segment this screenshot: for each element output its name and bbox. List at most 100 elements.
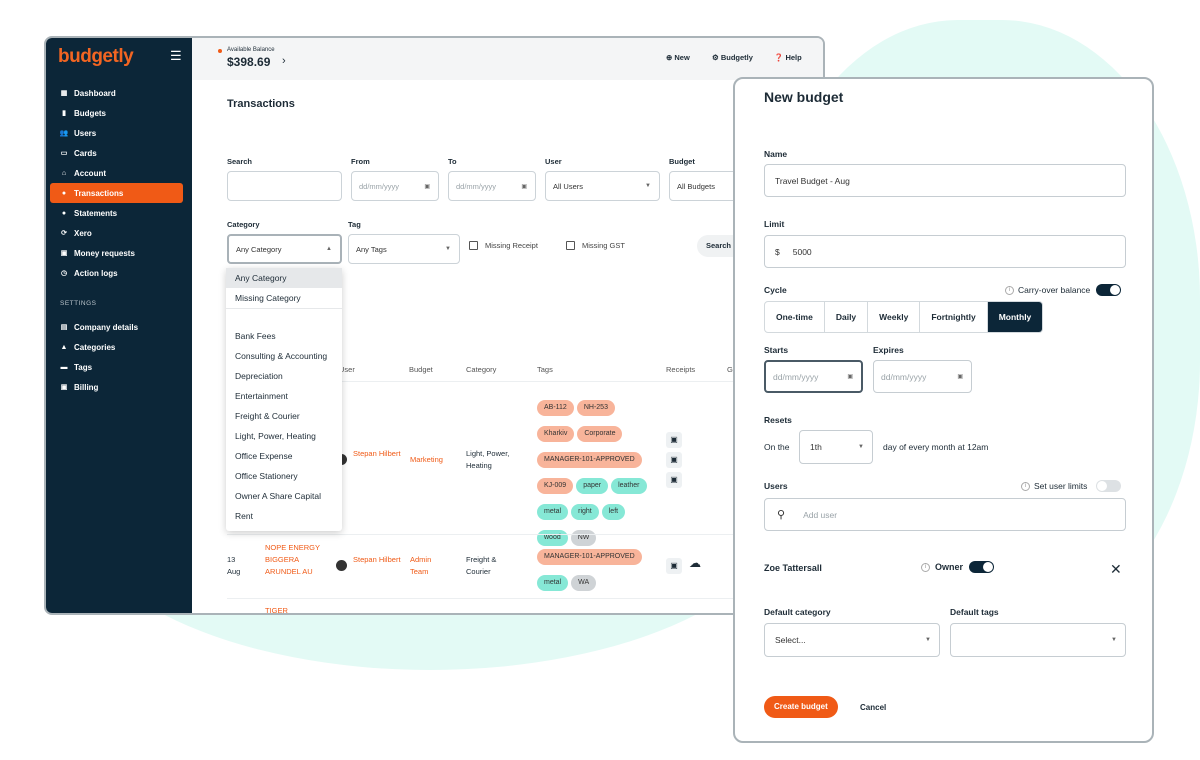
chevron-right-icon[interactable]: ›: [282, 55, 286, 67]
sidebar-item-cards[interactable]: ▭ Cards: [50, 143, 183, 163]
calendar-icon[interactable]: ▣: [521, 183, 527, 190]
owner-toggle[interactable]: [969, 561, 994, 573]
sidebar-item-xero[interactable]: ⟳ Xero: [50, 223, 183, 243]
info-icon[interactable]: i: [1005, 286, 1014, 295]
search-input[interactable]: [227, 171, 342, 201]
add-user-input[interactable]: ⚲ Add user: [764, 498, 1126, 531]
limit-input[interactable]: $5000: [764, 235, 1126, 268]
info-icon[interactable]: i: [921, 563, 930, 572]
tag-chip[interactable]: metal: [537, 504, 569, 520]
tag-chip[interactable]: MANAGER-101-APPROVED: [537, 549, 642, 565]
row-merchant[interactable]: NOPE ENERGY BIGGERA ARUNDEL AU: [265, 543, 320, 576]
info-icon[interactable]: i: [1021, 482, 1030, 491]
tag-chip[interactable]: KJ-009: [537, 478, 574, 494]
tag-chip[interactable]: paper: [576, 478, 609, 494]
dropdown-option[interactable]: Consulting & Accounting: [235, 351, 328, 361]
missing-gst-checkbox[interactable]: Missing GST: [566, 241, 625, 250]
tag-chip[interactable]: leather: [611, 478, 647, 494]
sidebar-item-transactions[interactable]: ● Transactions: [50, 183, 183, 203]
sidebar-item-company-details[interactable]: ▤ Company details: [50, 317, 183, 337]
dropdown-option[interactable]: Depreciation: [235, 371, 283, 381]
tag-chip[interactable]: left: [601, 504, 626, 520]
receipt-image-icon[interactable]: ▣: [666, 558, 682, 574]
default-category-select[interactable]: Select... ▼: [764, 623, 940, 657]
sidebar-item-action-logs[interactable]: ◷ Action logs: [50, 263, 183, 283]
sidebar-item-tags[interactable]: ▬ Tags: [50, 357, 183, 377]
dropdown-option[interactable]: Office Stationery: [235, 471, 298, 481]
users-label: Users: [764, 481, 788, 491]
tag-chip[interactable]: metal: [537, 575, 569, 591]
receipt-image-icon[interactable]: ▣: [666, 452, 682, 468]
row-user[interactable]: Stepan Hilbert: [353, 555, 401, 564]
sidebar-item-money-requests[interactable]: ▣ Money requests: [50, 243, 183, 263]
calendar-icon[interactable]: ▣: [424, 183, 430, 190]
new-button[interactable]: ⊕ New: [666, 53, 690, 62]
help-icon: ❓: [774, 53, 784, 62]
row-budget[interactable]: Marketing: [410, 455, 443, 464]
cancel-button[interactable]: Cancel: [860, 703, 887, 712]
tag-chip[interactable]: NW: [570, 530, 597, 546]
receipt-image-icon[interactable]: ▣: [666, 432, 682, 448]
user-select[interactable]: All Users ▼: [545, 171, 660, 201]
sidebar-item-budgets[interactable]: ▮ Budgets: [50, 103, 183, 123]
calendar-icon[interactable]: ▣: [847, 374, 853, 380]
carry-over-label: Carry-over balance: [1018, 285, 1091, 295]
row-budget[interactable]: Admin Team: [410, 555, 432, 576]
default-tags-select[interactable]: ▼: [950, 623, 1126, 657]
sidebar-item-statements[interactable]: ● Statements: [50, 203, 183, 223]
user-limits-toggle[interactable]: [1096, 480, 1121, 492]
tag-chip[interactable]: AB-112: [537, 400, 574, 416]
category-select[interactable]: Any Category ▲: [227, 234, 342, 264]
dropdown-option[interactable]: Owner A Share Capital: [235, 491, 321, 501]
starts-date-input[interactable]: dd/mm/yyyy ▣: [764, 360, 863, 393]
menu-collapse-icon[interactable]: ☰: [170, 48, 182, 63]
reset-day-value: 1th: [810, 442, 822, 452]
row-merchant[interactable]: TIGER: [265, 606, 288, 615]
create-budget-button[interactable]: Create budget: [764, 696, 838, 718]
to-label: To: [448, 157, 457, 166]
dropdown-option[interactable]: Light, Power, Heating: [235, 431, 316, 441]
dropdown-option[interactable]: Bank Fees: [235, 331, 276, 341]
upload-cloud-icon[interactable]: ☁: [689, 556, 701, 570]
sidebar-item-billing[interactable]: ▣ Billing: [50, 377, 183, 397]
tag-select[interactable]: Any Tags ▼: [348, 234, 460, 264]
dropdown-option[interactable]: Missing Category: [235, 293, 301, 303]
carry-over-toggle[interactable]: [1096, 284, 1121, 296]
close-icon[interactable]: ✕: [1110, 561, 1122, 577]
tag-chip[interactable]: Corporate: [577, 426, 623, 442]
sidebar-item-categories[interactable]: ▲ Categories: [50, 337, 183, 357]
tag-chip[interactable]: NH-253: [576, 400, 615, 416]
tag-chip[interactable]: Kharkiv: [537, 426, 575, 442]
checkbox-box[interactable]: [566, 241, 575, 250]
missing-receipt-checkbox[interactable]: Missing Receipt: [469, 241, 538, 250]
tag-chip[interactable]: WA: [571, 575, 597, 591]
sidebar-item-account[interactable]: ⌂ Account: [50, 163, 183, 183]
help-button[interactable]: ❓ Help: [774, 53, 802, 62]
tag-chip[interactable]: wood: [537, 530, 568, 546]
dropdown-option[interactable]: Entertainment: [235, 391, 288, 401]
tag-chip[interactable]: MANAGER-101-APPROVED: [537, 452, 642, 468]
row-user[interactable]: Stepan Hilbert: [353, 449, 401, 458]
col-gst: G: [727, 365, 733, 374]
dropdown-option[interactable]: Office Expense: [235, 451, 293, 461]
tag-chip[interactable]: right: [571, 504, 599, 520]
to-date-input[interactable]: dd/mm/yyyy ▣: [448, 171, 536, 201]
dropdown-option[interactable]: Rent: [235, 511, 253, 521]
checkbox-box[interactable]: [469, 241, 478, 250]
sidebar-item-users[interactable]: 👥 Users: [50, 123, 183, 143]
cycle-option-weekly[interactable]: Weekly: [868, 302, 921, 332]
dropdown-option[interactable]: Any Category: [226, 268, 342, 288]
cycle-option-fortnightly[interactable]: Fortnightly: [920, 302, 988, 332]
dropdown-option[interactable]: Freight & Courier: [235, 411, 300, 421]
reset-day-select[interactable]: 1th ▼: [799, 430, 873, 464]
cycle-option-daily[interactable]: Daily: [825, 302, 869, 332]
sidebar-item-dashboard[interactable]: ▦ Dashboard: [50, 83, 183, 103]
from-date-input[interactable]: dd/mm/yyyy ▣: [351, 171, 439, 201]
name-input[interactable]: Travel Budget - Aug: [764, 164, 1126, 197]
receipt-image-icon[interactable]: ▣: [666, 472, 682, 488]
cycle-option-one-time[interactable]: One-time: [765, 302, 825, 332]
expires-date-input[interactable]: dd/mm/yyyy ▣: [873, 360, 972, 393]
org-settings-button[interactable]: ⚙ Budgetly: [712, 53, 753, 62]
cycle-option-monthly[interactable]: Monthly: [987, 302, 1043, 332]
calendar-icon[interactable]: ▣: [957, 374, 963, 380]
